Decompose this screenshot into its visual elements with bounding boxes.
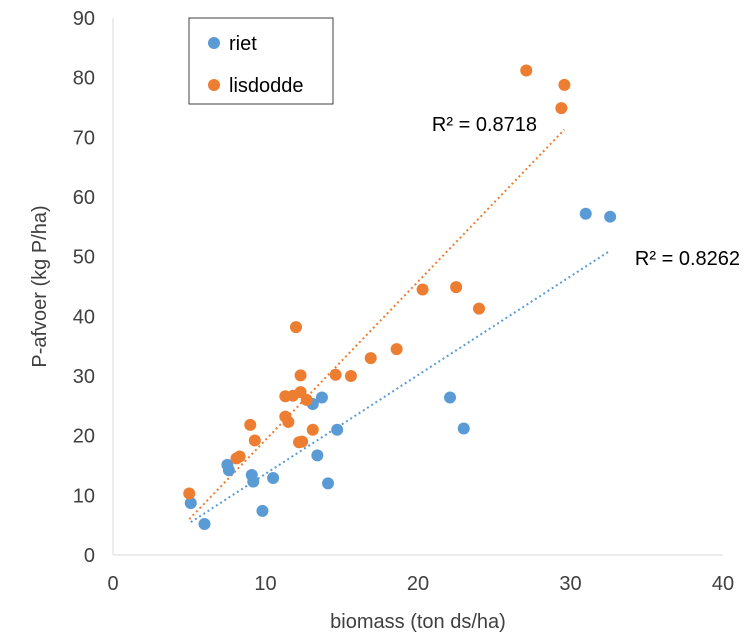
axes	[112, 18, 723, 556]
y-tick-label: 40	[73, 306, 95, 328]
legend: riet lisdodde	[188, 17, 334, 105]
x-tick-label: 10	[254, 573, 276, 595]
x-tick-label: 0	[107, 573, 118, 595]
legend-label-lisdodde: lisdodde	[229, 75, 304, 97]
point-lisdodde	[344, 370, 357, 382]
point-riet	[322, 477, 335, 490]
y-tick-label: 90	[73, 8, 95, 30]
point-riet	[184, 497, 197, 510]
point-lisdodde	[558, 78, 571, 91]
point-riet	[267, 472, 280, 485]
point-riet	[315, 391, 328, 404]
point-lisdodde	[364, 352, 377, 365]
point-lisdodde	[244, 418, 257, 431]
point-lisdodde	[473, 302, 485, 315]
y-tick-label: 70	[73, 127, 95, 149]
point-lisdodde	[555, 102, 568, 115]
point-lisdodde	[282, 415, 295, 428]
point-riet	[311, 449, 324, 462]
point-lisdodde	[416, 283, 429, 296]
x-tick-label: 40	[712, 573, 734, 595]
point-lisdodde	[296, 435, 309, 448]
legend-marker-riet	[208, 37, 220, 49]
legend-items: riet lisdodde	[208, 33, 304, 97]
point-riet	[247, 475, 260, 488]
point-lisdodde	[233, 450, 246, 463]
point-lisdodde	[300, 393, 313, 406]
legend-marker-lisdodde	[208, 79, 220, 91]
r2-label-riet: R² = 0.8262	[635, 248, 740, 270]
point-lisdodde	[294, 369, 307, 382]
legend-label-riet: riet	[229, 33, 257, 55]
y-tick-labels: 0 10 20 30 40 50 60 70 80 90	[73, 8, 95, 567]
y-axis-title: P-afvoer (kg P/ha)	[29, 205, 51, 367]
point-riet	[444, 391, 457, 404]
point-riet	[256, 504, 269, 517]
point-riet	[331, 423, 344, 436]
trendline-lisdodde	[188, 128, 566, 520]
trendline-riet	[190, 249, 611, 524]
trendlines	[188, 128, 611, 524]
point-lisdodde	[183, 487, 196, 500]
point-lisdodde	[248, 434, 261, 447]
point-riet	[604, 210, 617, 223]
point-lisdodde	[520, 64, 533, 77]
point-lisdodde	[390, 343, 403, 356]
point-riet	[198, 517, 211, 530]
y-tick-label: 60	[73, 187, 95, 209]
x-tick-label: 30	[559, 573, 581, 595]
y-tick-label: 0	[84, 545, 95, 567]
point-lisdodde	[450, 281, 463, 294]
point-lisdodde	[306, 423, 319, 436]
x-tick-labels: 0 10 20 30 40	[107, 573, 734, 595]
y-tick-label: 50	[73, 247, 95, 269]
point-riet	[222, 464, 235, 477]
y-tick-label: 20	[73, 426, 95, 448]
point-lisdodde	[290, 321, 302, 334]
y-tick-label: 30	[73, 366, 95, 388]
r2-label-lisdodde: R² = 0.8718	[432, 114, 537, 136]
point-riet	[579, 207, 592, 220]
data-points	[183, 64, 617, 530]
x-axis-title: biomass (ton ds/ha)	[330, 611, 506, 633]
point-lisdodde	[329, 368, 342, 381]
y-tick-label: 10	[73, 485, 95, 507]
y-tick-label: 80	[73, 68, 95, 90]
r2-labels: R² = 0.8262 R² = 0.8718	[432, 114, 740, 270]
x-tick-label: 20	[407, 573, 429, 595]
point-riet	[457, 422, 470, 435]
